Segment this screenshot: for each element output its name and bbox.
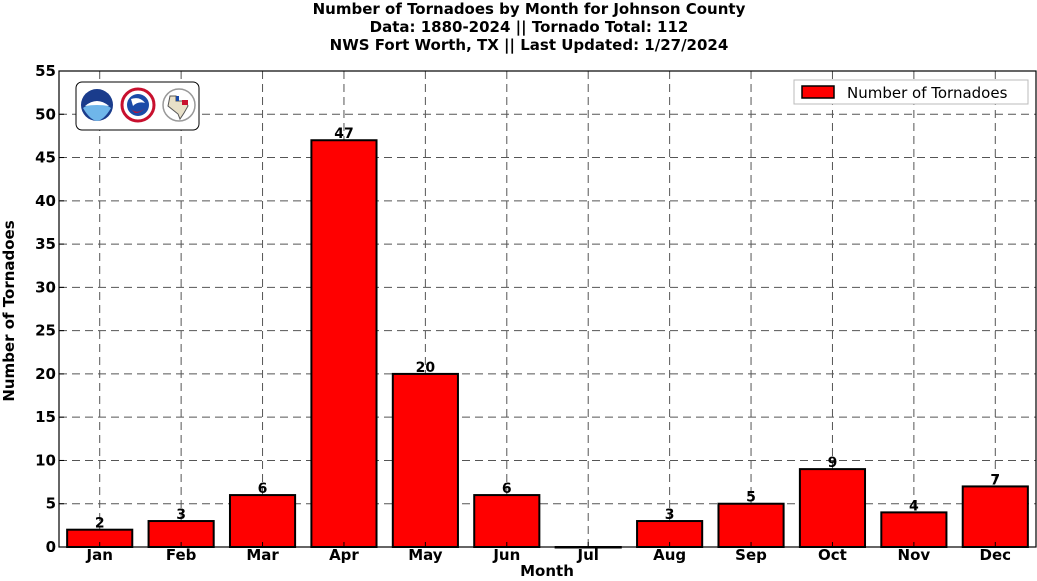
bar-may (391, 372, 459, 548)
bar-dec (961, 485, 1029, 548)
y-tick-label: 5 (46, 495, 56, 513)
x-tick-label: May (408, 546, 443, 564)
x-tick-label: Jul (577, 546, 599, 564)
title-line-1: Number of Tornadoes by Month for Johnson… (312, 0, 746, 18)
bar-jun (473, 494, 541, 548)
y-tick-label: 20 (35, 365, 56, 383)
bars (66, 139, 1029, 549)
y-tick-label: 10 (35, 451, 56, 469)
bar-value-label: 3 (176, 507, 186, 523)
x-axis-label: Month (520, 562, 574, 580)
texas-logo (162, 88, 196, 122)
bar-value-label: 9 (828, 455, 838, 471)
x-tick-label: Feb (166, 546, 197, 564)
x-tick-label: Dec (980, 546, 1012, 564)
y-tick-label: 35 (35, 235, 56, 253)
legend-label: Number of Tornadoes (847, 84, 1008, 102)
chart-title: Number of Tornadoes by Month for Johnson… (0, 0, 1037, 54)
x-tick-label: Jan (86, 546, 113, 564)
bar-value-label: 5 (746, 490, 756, 506)
x-tick-label: Jun (492, 546, 520, 564)
x-tick-label: Oct (818, 546, 847, 564)
legend-swatch (801, 85, 835, 99)
plot-area-frame (58, 70, 1037, 548)
x-tick-label: Mar (246, 546, 279, 564)
nws-logo (120, 87, 156, 123)
bar-value-label: 6 (258, 481, 268, 497)
y-tick-label: 25 (35, 322, 56, 340)
bar-value-label: 3 (665, 507, 675, 523)
noaa-logo (81, 89, 113, 121)
y-axis-label: Number of Tornadoes (0, 220, 18, 401)
x-tick-label: Apr (329, 546, 359, 564)
y-tick-label: 55 (35, 62, 56, 80)
x-tick-label: Sep (735, 546, 767, 564)
bar-apr (310, 139, 378, 548)
x-axis-ticks: Jan Feb Mar Apr May Jun Jul Aug Sep Oct Nov Dec (86, 542, 1012, 564)
bar-value-label: 2 (95, 516, 105, 532)
bar-value-label: 6 (502, 481, 512, 497)
title-line-3: NWS Fort Worth, TX || Last Updated: 1/27… (329, 36, 729, 54)
x-tick-label: Nov (898, 546, 931, 564)
legend: Number of Tornadoes (793, 79, 1029, 105)
bar-mar (228, 494, 297, 548)
bar-oct (798, 468, 867, 549)
bar-value-label: 20 (416, 360, 436, 376)
bar-sep (717, 502, 785, 548)
y-tick-label: 50 (35, 105, 56, 123)
y-tick-label: 30 (35, 278, 56, 296)
grid-lines (59, 71, 1036, 547)
bar-value-label: 7 (990, 472, 1000, 488)
y-tick-label: 0 (46, 538, 56, 556)
y-tick-label: 15 (35, 408, 56, 426)
bar-value-label: 47 (334, 126, 353, 142)
logo-box (75, 81, 200, 131)
x-tick-label: Aug (653, 546, 686, 564)
bar-value-label: 4 (909, 498, 919, 514)
y-tick-label: 40 (35, 192, 56, 210)
bar-nov (880, 511, 948, 549)
y-axis-ticks: 0 5 10 15 20 25 30 35 40 45 50 55 (35, 62, 64, 556)
y-tick-label: 45 (35, 149, 56, 167)
title-line-2: Data: 1880-2024 || Tornado Total: 112 (369, 18, 689, 36)
